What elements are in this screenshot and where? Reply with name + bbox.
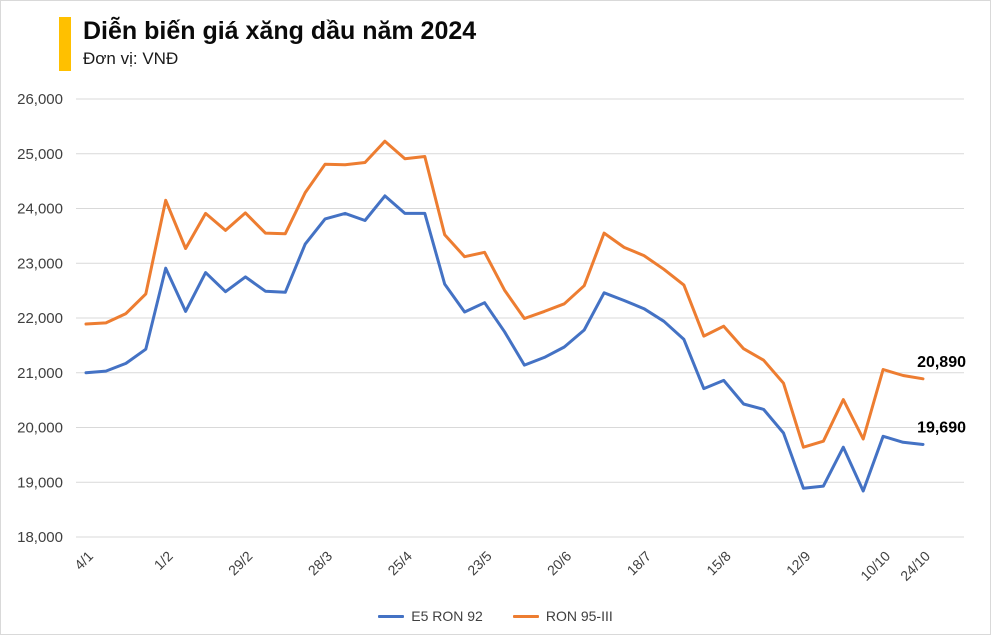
chart-legend: E5 RON 92 RON 95-III bbox=[1, 608, 990, 624]
y-tick-label: 25,000 bbox=[17, 146, 63, 163]
y-tick-label: 19,000 bbox=[17, 474, 63, 491]
title-block: Diễn biến giá xăng dầu năm 2024 Đơn vị: … bbox=[83, 17, 476, 71]
y-tick-label: 23,000 bbox=[17, 255, 63, 272]
series-line-ron-95-iii bbox=[84, 139, 925, 449]
x-axis-labels: 4/1 1/2 29/2 28/3 25/4 23/5 20/6 18/7 15/8 12/9 10… bbox=[71, 548, 933, 584]
x-tick-label: 25/4 bbox=[384, 548, 415, 579]
series-end-value-label: 19,690 bbox=[917, 420, 966, 437]
x-tick-label: 28/3 bbox=[305, 548, 336, 579]
x-tick-label: 20/6 bbox=[544, 548, 575, 579]
chart-header: Diễn biến giá xăng dầu năm 2024 Đơn vị: … bbox=[59, 17, 476, 71]
y-tick-label: 18,000 bbox=[17, 529, 63, 546]
legend-label-ron-95-iii: RON 95-III bbox=[545, 608, 613, 624]
legend-label-e5-ron-92: E5 RON 92 bbox=[411, 608, 483, 624]
chart-title: Diễn biến giá xăng dầu năm 2024 bbox=[83, 17, 477, 45]
x-tick-label: 23/5 bbox=[464, 548, 495, 579]
y-axis-labels: 18,000 19,000 20,000 21,000 22,000 23,000 24,0… bbox=[17, 91, 63, 546]
x-tick-label: 10/10 bbox=[857, 548, 893, 584]
y-tick-label: 26,000 bbox=[17, 91, 63, 108]
legend-line-swatch-blue bbox=[378, 614, 405, 618]
y-tick-label: 21,000 bbox=[17, 365, 63, 382]
legend-line-swatch-orange bbox=[512, 614, 539, 618]
y-tick-label: 20,000 bbox=[17, 420, 63, 437]
x-tick-label: 29/2 bbox=[225, 548, 256, 579]
x-tick-label: 12/9 bbox=[783, 548, 814, 579]
chart-unit-label: Đơn vị: VNĐ bbox=[83, 48, 179, 68]
y-tick-label: 22,000 bbox=[17, 310, 63, 327]
title-accent-bar bbox=[59, 17, 71, 71]
x-tick-label: 15/8 bbox=[703, 548, 734, 579]
y-tick-label: 24,000 bbox=[17, 201, 63, 218]
gridlines bbox=[76, 98, 964, 538]
series-end-value-label: 20,890 bbox=[917, 354, 966, 371]
legend-item-ron-95-iii: RON 95-III bbox=[512, 608, 613, 624]
x-tick-label: 24/10 bbox=[897, 548, 933, 584]
series-line-e5-ron-92 bbox=[84, 194, 925, 493]
legend-item-e5-ron-92: E5 RON 92 bbox=[378, 608, 483, 624]
x-tick-label: 4/1 bbox=[71, 548, 96, 573]
x-tick-label: 1/2 bbox=[151, 548, 176, 573]
x-tick-label: 18/7 bbox=[624, 548, 655, 579]
